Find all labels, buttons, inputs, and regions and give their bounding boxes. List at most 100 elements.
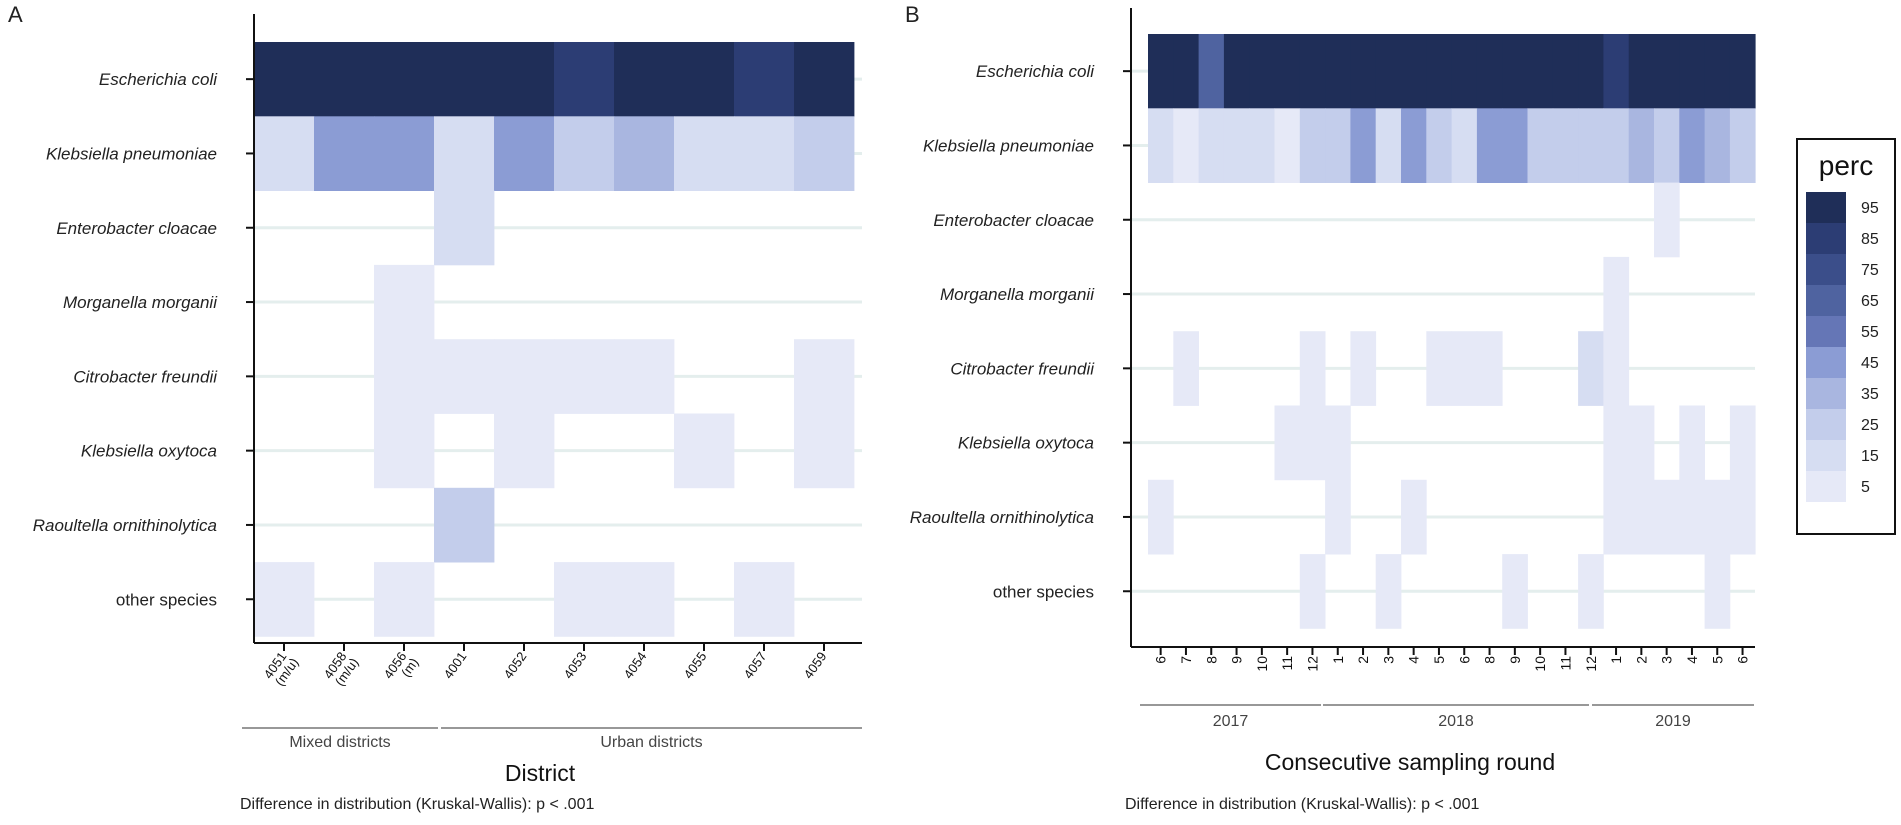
heatmap-cell-b-r1-c19 (1628, 108, 1655, 183)
heatmap-cell-a-r4-c5 (554, 339, 615, 414)
heatmap-cell-a-r1-c8 (734, 116, 795, 191)
heatmap-cell-a-r1-c3 (434, 116, 495, 191)
heatmap-cell-b-r0-c18 (1603, 34, 1630, 109)
heatmap-cell-b-r4-c8 (1350, 331, 1377, 406)
heatmap-cell-b-r0-c13 (1476, 34, 1503, 109)
x-tick-label-a-6: 4054 (621, 649, 650, 681)
heatmap-cell-a-r0-c3 (434, 42, 495, 117)
heatmap-cell-b-r0-c5 (1274, 34, 1301, 109)
legend-title: perc (1819, 150, 1873, 181)
heatmap-cell-b-r1-c14 (1502, 108, 1528, 183)
x-tick-label-b-15: 10 (1532, 656, 1548, 672)
heatmap-cell-a-r4-c2 (374, 339, 435, 414)
heatmap-cell-b-r7-c9 (1375, 554, 1402, 629)
heatmap-cell-b-r0-c11 (1426, 34, 1452, 109)
legend-label-95: 95 (1861, 200, 1879, 217)
heatmap-cell-b-r0-c20 (1654, 34, 1680, 109)
x-tick-label-b-17: 12 (1583, 656, 1599, 672)
heatmap-cell-b-r0-c7 (1325, 34, 1351, 109)
legend-label-85: 85 (1861, 231, 1879, 248)
x-tick-label-b-1: 7 (1178, 656, 1194, 664)
y-tick-label-b-6: Raoultella ornithinolytica (910, 508, 1094, 527)
heatmap-cell-b-r4-c6 (1299, 331, 1326, 406)
heatmap-cell-b-r5-c19 (1628, 405, 1655, 481)
x-tick-label-b-12: 6 (1456, 656, 1472, 664)
y-tick-label-b-7: other species (993, 582, 1094, 601)
y-tick-label-b-2: Enterobacter cloacae (933, 211, 1094, 230)
panel-a-x-axis-title: District (505, 760, 576, 786)
panel-b-x-axis-title: Consecutive sampling round (1265, 749, 1555, 775)
heatmap-cell-b-r0-c14 (1502, 34, 1528, 109)
heatmap-cell-b-r5-c21 (1679, 405, 1705, 481)
heatmap-cell-b-r0-c15 (1527, 34, 1554, 109)
heatmap-cell-b-r4-c17 (1578, 331, 1604, 406)
heatmap-cell-b-r6-c23 (1729, 479, 1756, 555)
y-tick-label-a-4: Citrobacter freundii (73, 367, 218, 386)
heatmap-cell-b-r0-c9 (1375, 34, 1402, 109)
heatmap-cell-a-r0-c6 (614, 42, 675, 117)
legend-label-15: 15 (1861, 448, 1879, 465)
heatmap-cell-a-r0-c9 (794, 42, 855, 117)
x-tick-label-a-5: 4053 (561, 649, 590, 681)
heatmap-cell-a-r1-c9 (794, 116, 855, 191)
legend-swatch-65 (1806, 285, 1846, 316)
heatmap-cell-a-r4-c3 (434, 339, 495, 414)
panel-a-heatmap: Escherichia coli Klebsiella pneumoniae Ent… (33, 14, 862, 751)
heatmap-cell-b-r0-c8 (1350, 34, 1377, 109)
heatmap-cell-b-r0-c16 (1552, 34, 1579, 109)
x-tick-label-b-23: 6 (1735, 656, 1751, 664)
heatmap-cell-b-r6-c19 (1628, 479, 1655, 555)
legend-swatch-15 (1806, 440, 1846, 471)
x-tick-label-b-16: 11 (1557, 656, 1573, 671)
x-tick-label-b-3: 9 (1229, 656, 1245, 664)
legend-label-25: 25 (1861, 417, 1879, 434)
heatmap-cell-b-r1-c11 (1426, 108, 1452, 183)
heatmap-cell-b-r1-c2 (1198, 108, 1225, 183)
x-tick-label-a-7: 4055 (681, 649, 710, 681)
group-label-a-0: Mixed districts (289, 734, 390, 751)
heatmap-cell-b-r4-c11 (1426, 331, 1452, 406)
legend-label-65: 65 (1861, 293, 1879, 310)
legend-swatch-95 (1806, 192, 1846, 223)
x-tick-label-a-3: 4001 (441, 649, 470, 681)
heatmap-cell-a-r0-c1 (314, 42, 375, 117)
heatmap-cell-b-r1-c17 (1578, 108, 1604, 183)
x-tick-label-b-5: 11 (1279, 656, 1295, 671)
heatmap-cell-b-r7-c22 (1704, 554, 1731, 629)
y-tick-label-a-0: Escherichia coli (99, 70, 218, 89)
heatmap-cell-b-r2-c20 (1654, 182, 1680, 258)
x-tick-label-b-20: 3 (1659, 656, 1675, 664)
x-tick-label-b-21: 4 (1684, 656, 1700, 664)
heatmap-cell-a-r1-c0 (254, 116, 315, 191)
x-tick-label-b-9: 3 (1380, 656, 1396, 664)
heatmap-cell-a-r5-c4 (494, 413, 555, 489)
group-label-b-0: 2017 (1213, 713, 1249, 730)
heatmap-cell-b-r1-c3 (1223, 108, 1250, 183)
heatmap-cell-b-r0-c6 (1299, 34, 1326, 109)
heatmap-cell-b-r7-c14 (1502, 554, 1528, 629)
heatmap-cell-b-r1-c6 (1299, 108, 1326, 183)
y-tick-label-a-6: Raoultella ornithinolytica (33, 516, 217, 535)
heatmap-cell-b-r0-c21 (1679, 34, 1705, 109)
heatmap-cell-a-r0-c2 (374, 42, 435, 117)
heatmap-cell-a-r1-c7 (674, 116, 735, 191)
heatmap-cell-b-r1-c22 (1704, 108, 1731, 183)
panel-a-label: A (8, 2, 23, 27)
x-tick-label-b-18: 1 (1608, 656, 1624, 664)
heatmap-cell-b-r1-c21 (1679, 108, 1705, 183)
heatmap-cell-b-r1-c0 (1148, 108, 1174, 183)
heatmap-cell-b-r1-c5 (1274, 108, 1301, 183)
heatmap-cell-b-r5-c7 (1325, 405, 1351, 481)
y-tick-label-a-2: Enterobacter cloacae (56, 219, 217, 238)
heatmap-cell-a-r7-c6 (614, 562, 675, 637)
heatmap-cell-b-r4-c1 (1173, 331, 1199, 406)
heatmap-cell-a-r5-c7 (674, 413, 735, 489)
heatmap-cell-b-r1-c18 (1603, 108, 1630, 183)
heatmap-cell-b-r5-c6 (1299, 405, 1326, 481)
legend-label-5: 5 (1861, 479, 1870, 496)
x-tick-label-b-0: 6 (1153, 656, 1169, 664)
heatmap-cell-b-r0-c17 (1578, 34, 1604, 109)
heatmap-cell-a-r1-c5 (554, 116, 615, 191)
group-label-a-1: Urban districts (600, 734, 702, 751)
heatmap-cell-b-r6-c22 (1704, 479, 1731, 555)
